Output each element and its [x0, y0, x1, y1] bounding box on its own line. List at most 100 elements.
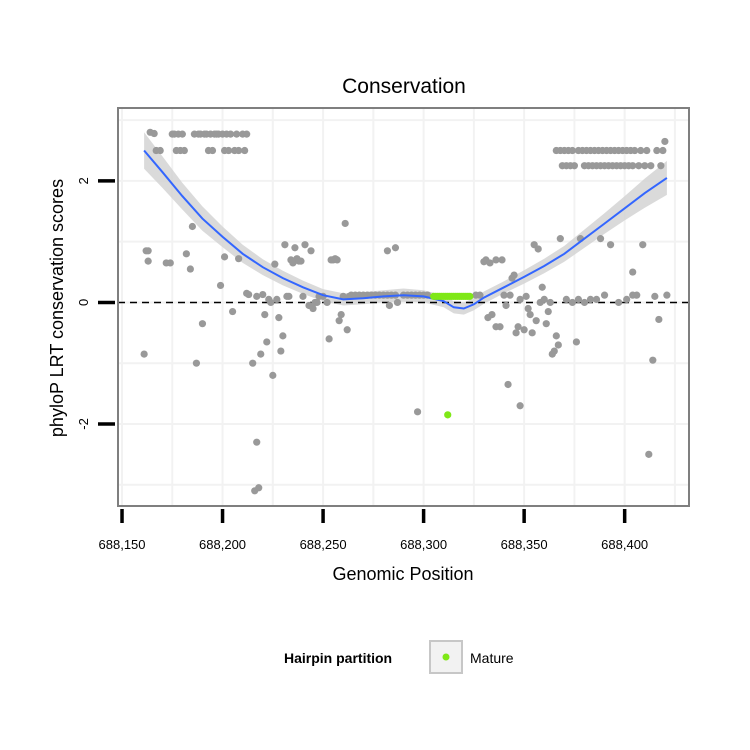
data-point — [532, 317, 540, 325]
data-point — [383, 247, 392, 255]
data-point — [639, 241, 647, 249]
data-point — [253, 292, 261, 300]
data-point — [586, 295, 595, 304]
x-tick-label: 688,200 — [199, 537, 246, 552]
data-point — [546, 298, 554, 307]
data-point — [514, 323, 522, 331]
y-tick-label: 2 — [76, 177, 91, 184]
data-point — [643, 146, 651, 155]
data-point — [500, 291, 508, 299]
data-point — [596, 235, 605, 243]
data-point — [623, 295, 631, 304]
data-point — [629, 162, 637, 170]
data-point — [476, 291, 484, 299]
data-point — [273, 295, 281, 304]
data-point — [649, 356, 657, 364]
data-point — [267, 298, 275, 307]
data-point — [498, 256, 506, 264]
data-point — [178, 130, 186, 138]
data-point — [241, 146, 249, 155]
y-axis: -2 0 2 — [76, 177, 115, 430]
x-tick-label: 688,350 — [501, 537, 548, 552]
data-point — [224, 146, 233, 155]
data-point — [275, 314, 283, 322]
data-point — [645, 450, 653, 458]
data-point — [297, 257, 305, 265]
data-point — [144, 257, 152, 265]
data-point — [524, 304, 532, 313]
data-point — [655, 315, 663, 324]
data-point — [488, 310, 496, 319]
legend-mature-marker — [442, 653, 450, 661]
y-tick-label: 0 — [76, 299, 91, 306]
data-point — [243, 130, 251, 138]
data-point — [653, 146, 661, 155]
data-point — [140, 350, 148, 358]
data-point — [323, 298, 331, 307]
data-point — [301, 241, 309, 249]
data-point — [156, 146, 164, 155]
data-point — [542, 320, 550, 328]
data-point — [253, 438, 261, 446]
data-point — [299, 292, 307, 300]
data-point — [208, 146, 217, 155]
data-point — [277, 347, 285, 355]
data-point — [245, 290, 253, 299]
data-point — [226, 130, 235, 138]
data-point — [657, 162, 665, 170]
data-point — [659, 146, 667, 155]
data-point — [592, 295, 601, 304]
data-point — [552, 332, 560, 340]
data-point — [235, 255, 243, 263]
data-point — [568, 146, 576, 155]
data-point — [506, 291, 514, 299]
data-point — [544, 307, 552, 316]
x-tick-label: 688,150 — [99, 537, 146, 552]
data-point — [188, 222, 196, 231]
grid-lines — [118, 108, 689, 506]
data-point — [540, 295, 548, 304]
data-point — [269, 371, 277, 379]
plot-panel — [117, 107, 690, 507]
data-point — [216, 281, 225, 290]
data-point — [637, 146, 645, 155]
data-point — [341, 219, 349, 228]
data-point — [486, 259, 494, 267]
data-point — [186, 265, 194, 273]
data-point — [504, 380, 512, 389]
data-point — [180, 146, 188, 155]
data-point — [309, 304, 317, 313]
data-point — [512, 329, 520, 337]
legend-key-box — [429, 640, 463, 674]
data-point — [647, 162, 655, 170]
data-point — [335, 317, 343, 325]
data-point — [516, 295, 524, 304]
data-point — [343, 326, 351, 334]
data-point — [663, 291, 671, 299]
data-point — [528, 329, 536, 337]
smooth-trend-line — [143, 149, 668, 310]
data-point — [574, 295, 583, 304]
data-point — [570, 162, 578, 170]
data-point — [629, 268, 637, 276]
data-point — [554, 341, 562, 349]
data-point — [631, 146, 639, 155]
data-point — [496, 323, 504, 331]
data-point — [263, 338, 271, 346]
data-point — [635, 162, 643, 170]
x-axis-label: Genomic Position — [332, 564, 473, 584]
data-point — [271, 260, 279, 268]
data-point — [538, 283, 546, 291]
data-point — [516, 402, 524, 410]
data-point — [629, 291, 637, 299]
data-point — [233, 130, 241, 138]
data-point — [325, 335, 333, 343]
data-point — [580, 298, 589, 307]
data-point — [281, 241, 289, 249]
legend-title: Hairpin partition — [284, 650, 392, 666]
y-tick-label: -2 — [76, 418, 91, 430]
data-point — [520, 326, 528, 334]
data-point — [192, 359, 201, 367]
data-point — [606, 241, 615, 249]
data-point — [385, 301, 394, 310]
